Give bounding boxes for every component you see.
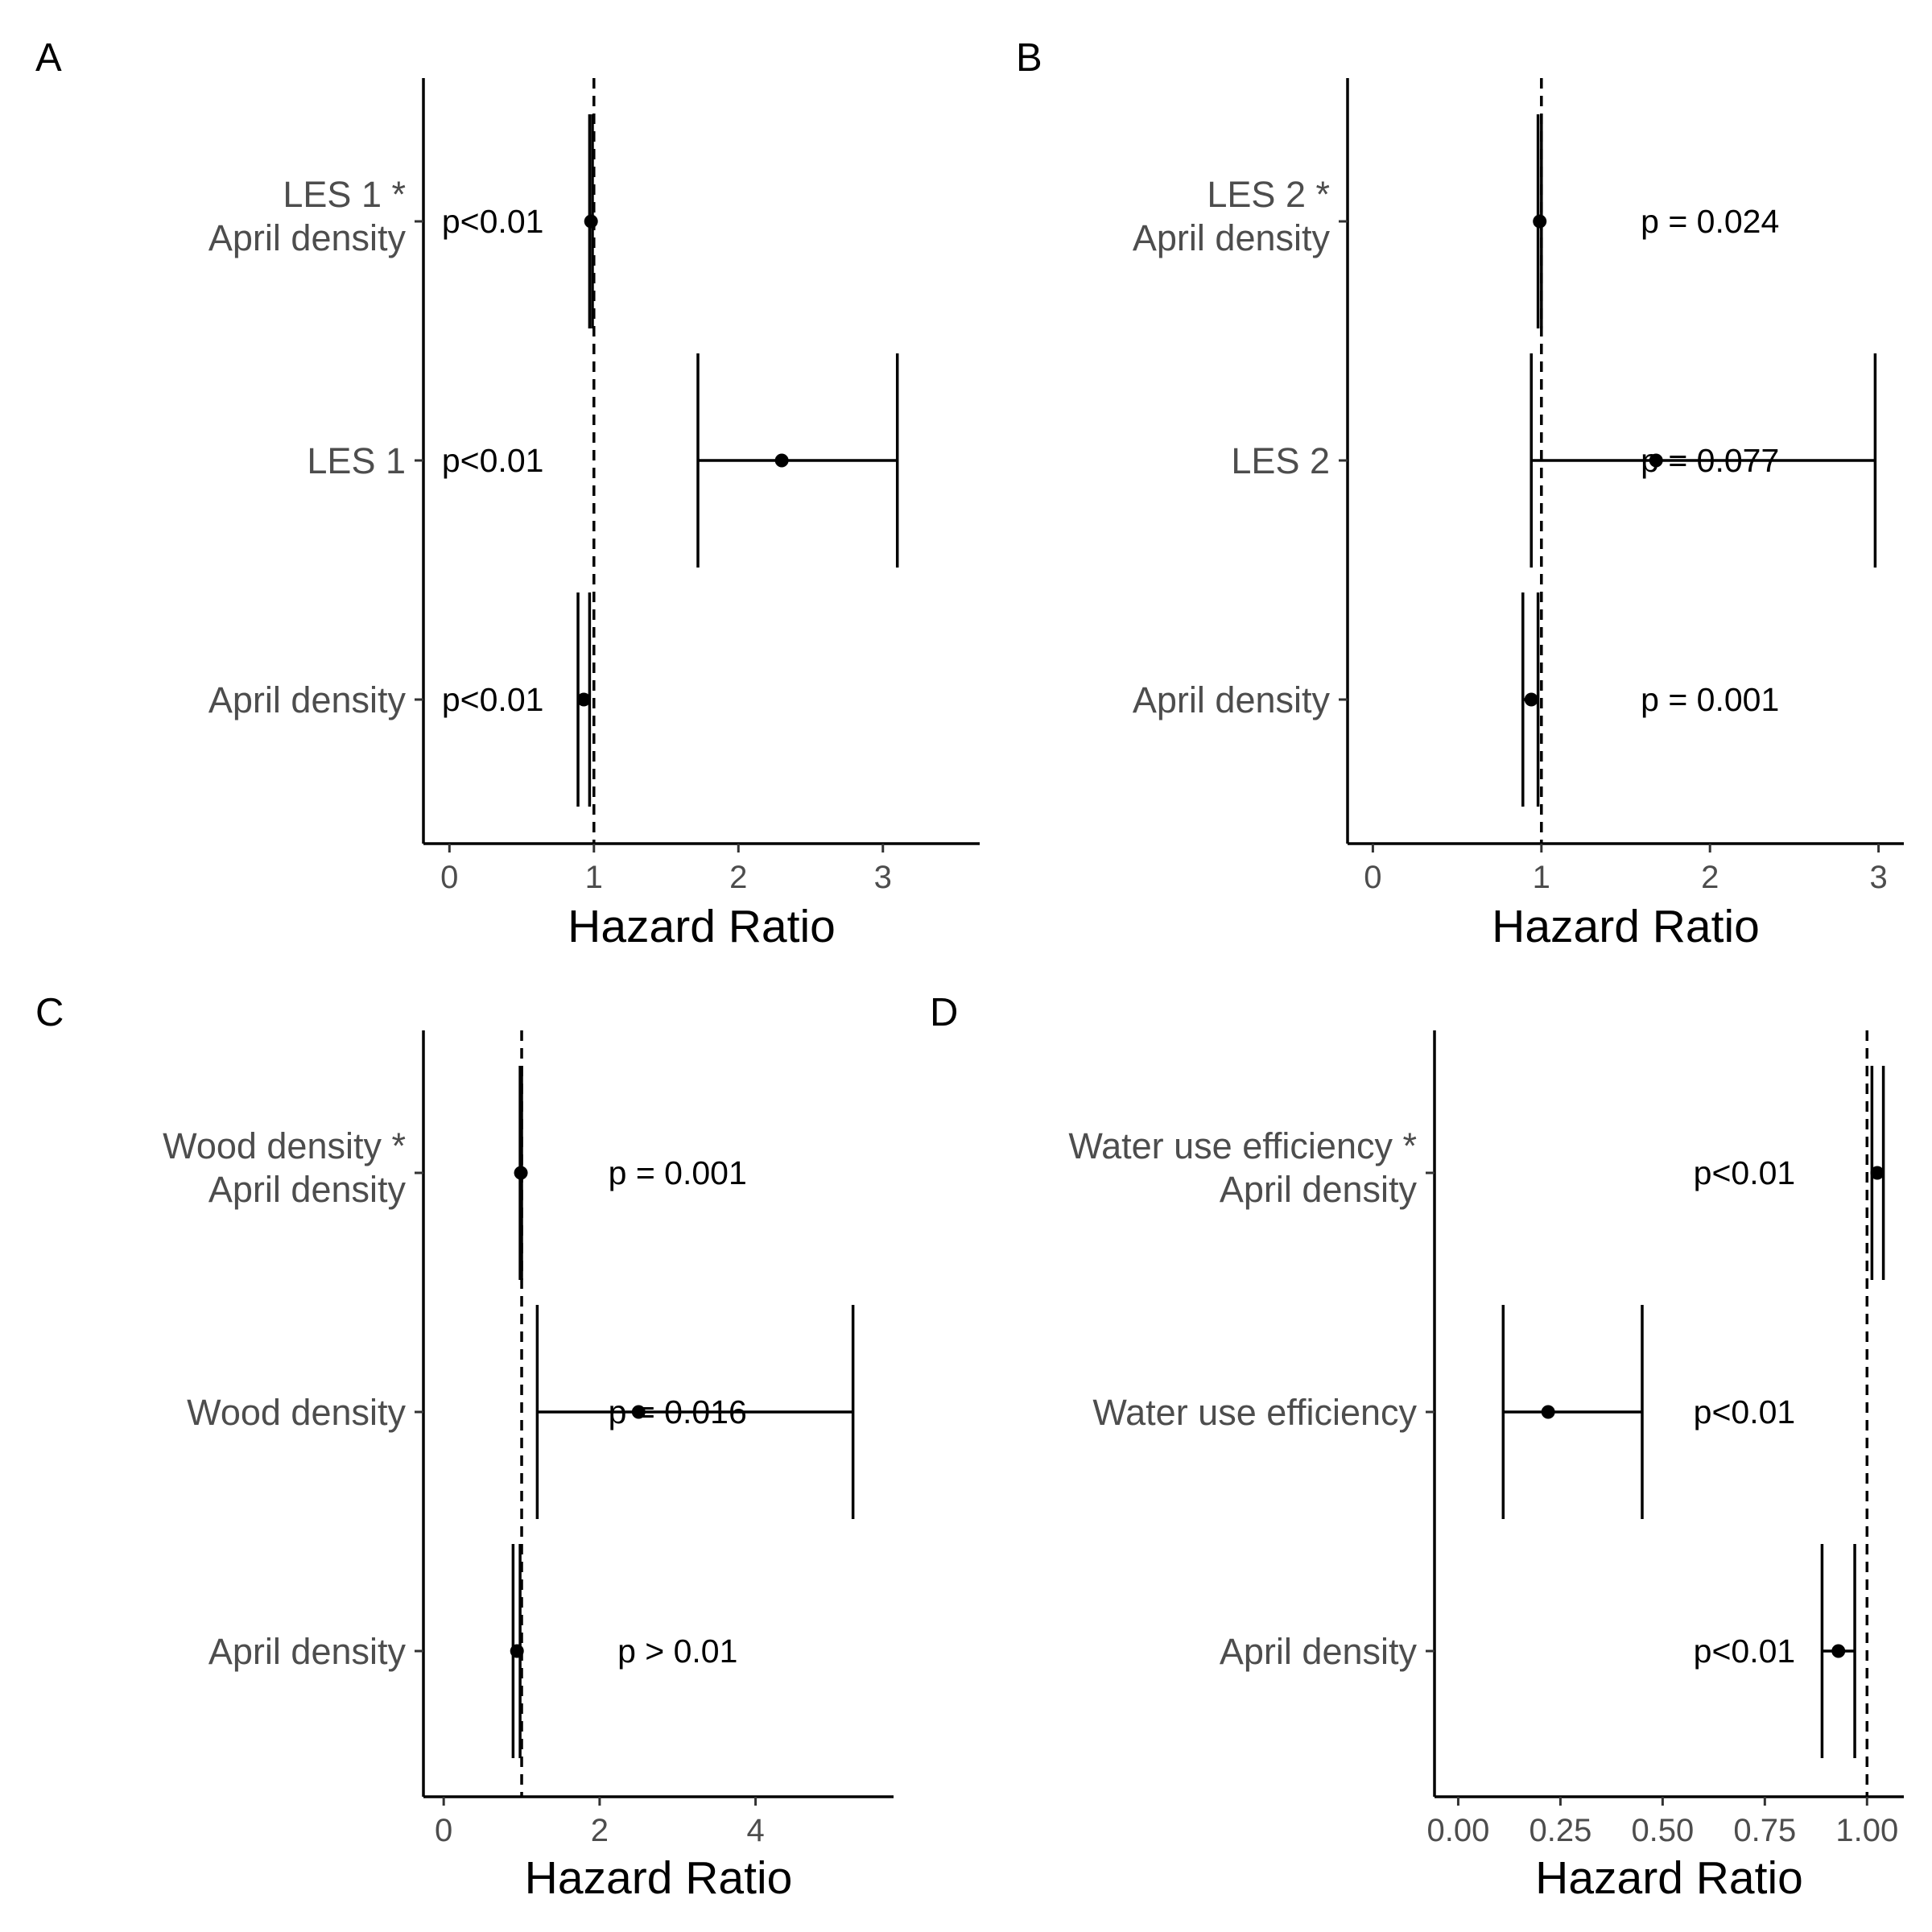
forest-row: Wood density p = 0.016 [187, 1305, 855, 1519]
y-tick-label: LES 2 [1231, 440, 1330, 481]
forest-row: April density p<0.01 [1220, 1544, 1856, 1758]
p-value-label: p = 0.001 [1641, 681, 1779, 718]
y-tick-label: LES 1 * [283, 174, 406, 215]
y-tick-label: April density [1220, 1169, 1418, 1210]
forest-row: April density p<0.01 [208, 592, 592, 807]
p-value-label: p = 0.001 [609, 1154, 747, 1191]
x-tick-label: 2 [1701, 860, 1719, 895]
x-axis-title: Hazard Ratio [568, 901, 836, 952]
forest-row: LES 2 p = 0.077 [1231, 353, 1877, 568]
p-value-label: p = 0.016 [609, 1393, 747, 1430]
y-tick-label: April density [1133, 217, 1331, 258]
forest-row: LES 1 *April density p<0.01 [208, 114, 598, 328]
x-tick-label: 2 [591, 1813, 609, 1848]
x-tick-label: 0.75 [1733, 1813, 1796, 1848]
y-tick-label: LES 2 * [1207, 174, 1330, 215]
x-tick-label: 0.25 [1529, 1813, 1591, 1848]
x-tick-label: 3 [874, 860, 892, 895]
p-value-label: p<0.01 [1694, 1633, 1796, 1670]
estimate-point [1831, 1644, 1846, 1658]
estimate-point [510, 1644, 524, 1658]
y-tick-label: Wood density * [163, 1125, 406, 1166]
p-value-label: p<0.01 [1694, 1154, 1796, 1191]
y-tick-label: April density [208, 1169, 407, 1210]
x-tick-label: 0 [435, 1813, 452, 1848]
estimate-point [1533, 214, 1547, 229]
forest-row: Water use efficiency p<0.01 [1092, 1305, 1795, 1519]
x-tick-label: 0 [440, 860, 458, 895]
x-axis-title: Hazard Ratio [1492, 901, 1760, 952]
forest-row: April density p = 0.001 [1133, 592, 1779, 807]
forest-row: April density p > 0.01 [208, 1544, 737, 1758]
y-tick-label: Water use efficiency [1092, 1392, 1417, 1433]
forest-row: LES 2 *April density p = 0.024 [1133, 114, 1779, 328]
x-tick-label: 1 [1533, 860, 1550, 895]
y-tick-label: April density [208, 679, 407, 720]
p-value-label: p<0.01 [442, 203, 544, 240]
y-tick-label: LES 1 [307, 440, 406, 481]
x-tick-label: 1 [585, 860, 603, 895]
y-tick-label: April density [208, 217, 407, 258]
y-tick-label: Water use efficiency * [1068, 1125, 1417, 1166]
estimate-point [514, 1166, 528, 1180]
forest-row: Wood density *April density p = 0.001 [163, 1066, 747, 1280]
estimate-point [576, 692, 591, 707]
x-tick-label: 3 [1869, 860, 1887, 895]
estimate-point [774, 453, 789, 468]
x-tick-label: 1.00 [1835, 1813, 1898, 1848]
panel-letter: C [35, 991, 64, 1034]
panel-letter: D [930, 991, 958, 1034]
x-tick-label: 2 [729, 860, 747, 895]
p-value-label: p = 0.077 [1641, 442, 1779, 479]
estimate-point [631, 1405, 646, 1419]
forest-row: Water use efficiency *April density p<0.0… [1068, 1066, 1885, 1280]
p-value-label: p<0.01 [1694, 1393, 1796, 1430]
p-value-label: p<0.01 [442, 681, 544, 718]
p-value-label: p > 0.01 [617, 1633, 737, 1670]
x-axis-title: Hazard Ratio [525, 1852, 793, 1904]
panel-letter: A [35, 36, 62, 80]
panel-d: D 0.00 0.25 0.50 0.75 1.00 Hazard Ratio Water u… [930, 991, 1904, 1904]
estimate-point [584, 214, 598, 229]
p-value-label: p<0.01 [442, 442, 544, 479]
y-tick-label: April density [1133, 679, 1331, 720]
estimate-point [1524, 692, 1538, 707]
estimate-point [1870, 1166, 1885, 1180]
x-tick-label: 0.50 [1631, 1813, 1694, 1848]
estimate-point [1541, 1405, 1555, 1419]
x-axis-title: Hazard Ratio [1535, 1852, 1803, 1904]
forest-row: LES 1 p<0.01 [307, 353, 899, 568]
y-tick-label: April density [1220, 1631, 1418, 1672]
panel-letter: B [1016, 36, 1042, 80]
x-tick-label: 0 [1364, 860, 1381, 895]
p-value-label: p = 0.024 [1641, 203, 1779, 240]
y-tick-label: Wood density [187, 1392, 406, 1433]
y-tick-label: April density [208, 1631, 407, 1672]
x-tick-label: 4 [746, 1813, 764, 1848]
x-tick-label: 0.00 [1427, 1813, 1490, 1848]
estimate-point [1649, 453, 1663, 468]
